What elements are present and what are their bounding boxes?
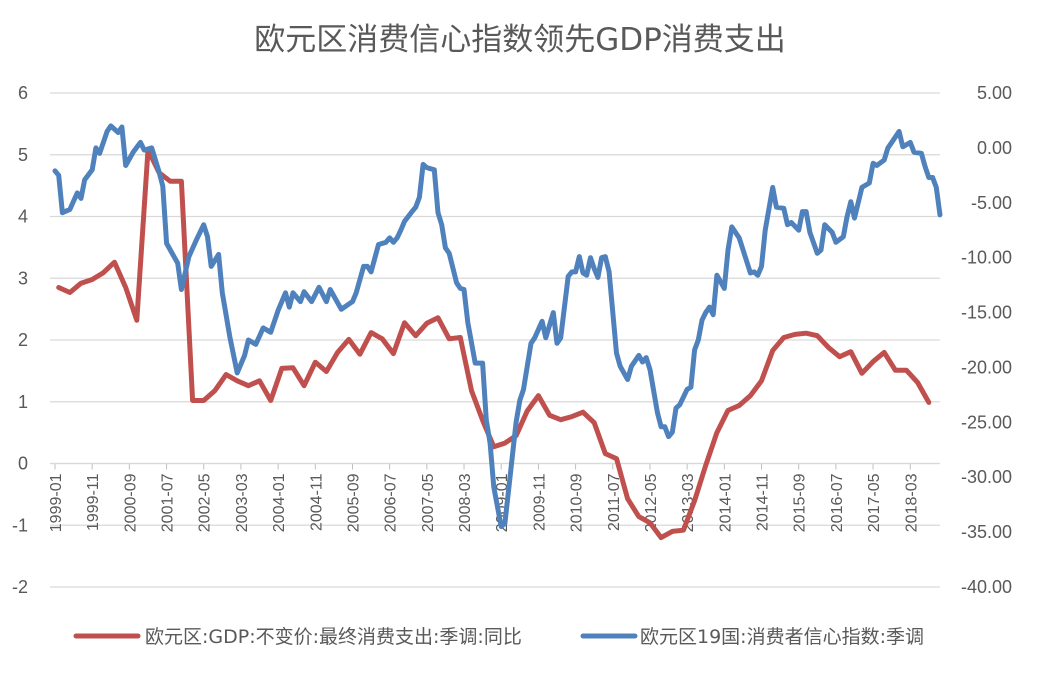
x-tick-label: 2017-05: [866, 473, 883, 532]
left-y-tick-label: 3: [18, 268, 28, 288]
x-tick-label: 1999-01: [48, 473, 65, 532]
right-y-tick-label: -10.00: [961, 248, 1012, 268]
x-tick-label: 2002-05: [197, 473, 214, 532]
left-y-tick-label: -2: [12, 577, 28, 597]
x-tick-label: 2014-11: [755, 473, 772, 531]
left-y-axis: 6 5 4 3 2 1 0 -1 -2: [12, 83, 28, 597]
x-tick-label: 2011-07: [606, 473, 623, 531]
x-tick-label: 2010-09: [569, 473, 586, 532]
x-tick-label: 2004-11: [308, 473, 325, 531]
series-line-gdp-consumption: [56, 147, 932, 541]
left-y-tick-label: 2: [18, 330, 28, 350]
legend-label-consumer-confidence: 欧元区19国:消费者信心指数:季调: [640, 626, 924, 648]
right-y-tick-label: 0.00: [977, 138, 1012, 158]
series-lines: [52, 123, 943, 541]
x-tick-label: 1999-11: [85, 473, 102, 531]
left-y-tick-label: 1: [18, 392, 28, 412]
x-axis: 1999-01 1999-11 2000-09 2001-07 2002-05 2003-…: [48, 462, 940, 532]
x-tick-label: 2008-03: [457, 473, 474, 532]
right-y-tick-label: -15.00: [961, 303, 1012, 323]
x-tick-label: 2013-03: [680, 473, 697, 532]
right-y-axis: 5.00 0.00 -5.00 -10.00 -15.00 -20.00 -25.00 -30…: [961, 83, 1012, 597]
legend: 欧元区:GDP:不变价:最终消费支出:季调:同比 欧元区19国:消费者信心指数:…: [73, 626, 924, 648]
right-y-tick-label: -20.00: [961, 357, 1012, 377]
left-y-tick-label: 4: [18, 207, 28, 227]
x-tick-label: 2018-03: [903, 473, 920, 532]
right-y-tick-label: -35.00: [961, 522, 1012, 542]
left-y-tick-label: 5: [18, 145, 28, 165]
x-tick-label: 2006-07: [383, 473, 400, 532]
left-y-tick-label: 0: [18, 454, 28, 474]
x-tick-label: 2014-01: [717, 473, 734, 532]
x-tick-label: 2012-05: [643, 473, 660, 532]
left-y-tick-label: 6: [18, 83, 28, 103]
series-line-consumer-confidence: [52, 123, 943, 530]
x-tick-label: 2004-01: [271, 473, 288, 532]
right-y-tick-label: -30.00: [961, 467, 1012, 487]
x-tick-label: 2005-09: [345, 473, 362, 532]
x-tick-label: 2000-09: [122, 473, 139, 532]
x-tick-label: 2015-09: [792, 473, 809, 532]
left-y-tick-label: -1: [12, 515, 28, 535]
x-tick-label: 2007-05: [420, 473, 437, 532]
right-y-tick-label: -25.00: [961, 412, 1012, 432]
legend-label-gdp-consumption: 欧元区:GDP:不变价:最终消费支出:季调:同比: [145, 626, 522, 648]
x-tick-label: 2016-07: [829, 473, 846, 532]
x-tick-label: 2003-03: [234, 473, 251, 532]
right-y-tick-label: -40.00: [961, 577, 1012, 597]
right-y-tick-label: -5.00: [971, 193, 1012, 213]
chart-title: 欧元区消费信心指数领先GDP消费支出: [254, 22, 786, 58]
x-tick-label: 2009-11: [531, 473, 548, 531]
x-tick-label: 2001-07: [160, 473, 177, 532]
right-y-tick-label: 5.00: [977, 83, 1012, 103]
